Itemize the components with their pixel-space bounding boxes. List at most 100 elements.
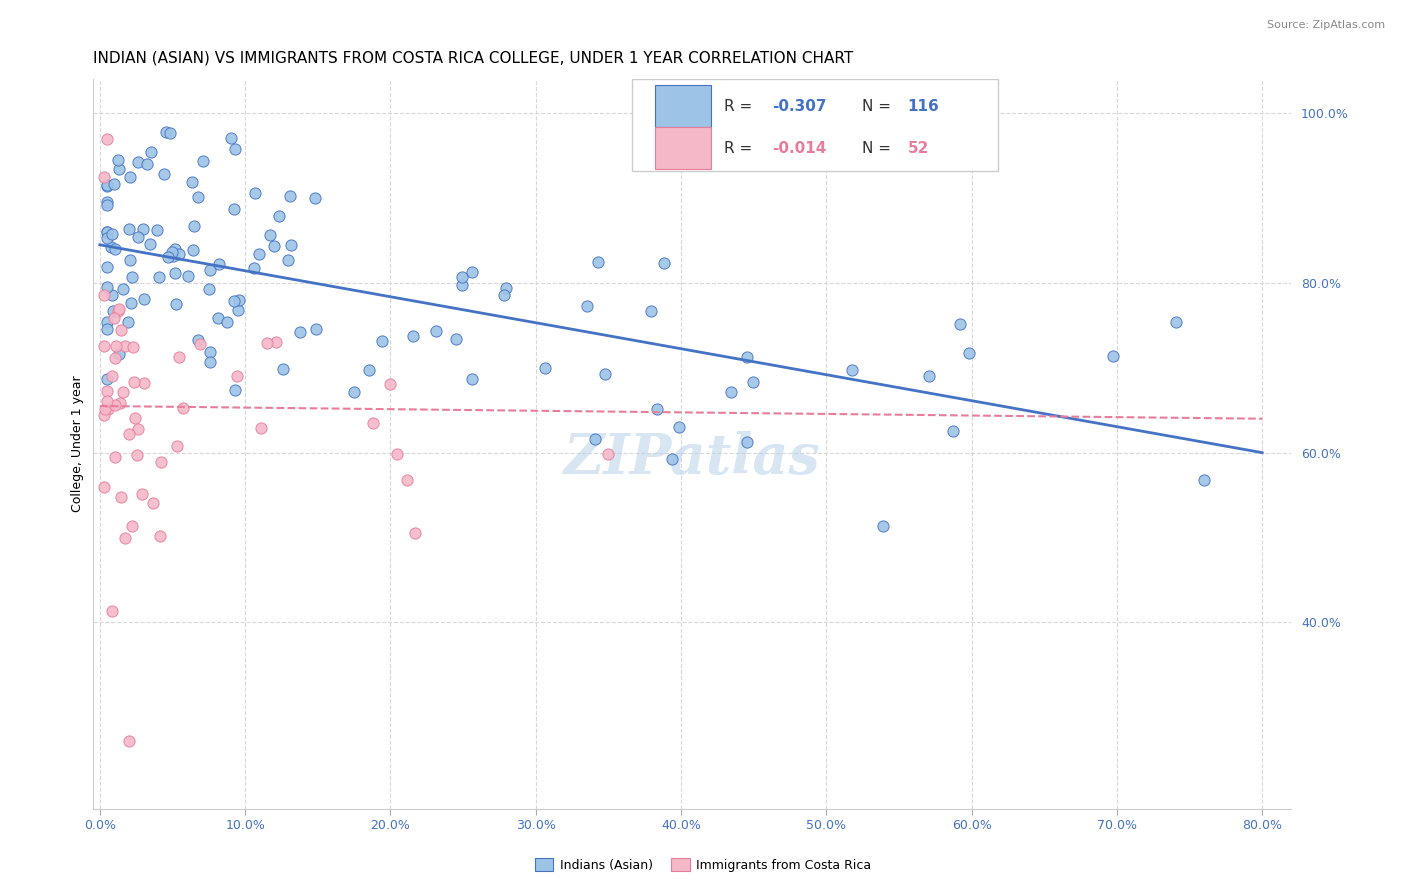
- Point: [200, 263, 222, 277]
- Point: [720, 385, 742, 400]
- Point: [598, 447, 620, 461]
- Point: [162, 249, 184, 263]
- Point: [165, 242, 187, 256]
- Text: R =: R =: [724, 99, 758, 113]
- Text: -0.307: -0.307: [772, 99, 827, 113]
- Text: -0.014: -0.014: [772, 141, 827, 155]
- Point: [108, 396, 131, 410]
- Point: [122, 375, 145, 389]
- Point: [461, 265, 484, 279]
- Point: [127, 422, 149, 436]
- Point: [492, 288, 515, 302]
- Point: [103, 311, 125, 326]
- Point: [132, 292, 155, 306]
- Y-axis label: College, Under 1 year: College, Under 1 year: [72, 376, 84, 513]
- Text: 52: 52: [908, 141, 929, 155]
- Point: [385, 446, 408, 460]
- Point: [226, 302, 249, 317]
- Point: [280, 237, 302, 252]
- Point: [100, 240, 122, 254]
- Text: Source: ZipAtlas.com: Source: ZipAtlas.com: [1267, 20, 1385, 29]
- Point: [668, 419, 690, 434]
- Point: [101, 368, 124, 383]
- Point: [280, 188, 302, 202]
- Point: [96, 394, 118, 409]
- Point: [217, 315, 239, 329]
- Point: [534, 361, 557, 376]
- Point: [107, 303, 129, 318]
- Point: [181, 175, 204, 189]
- Point: [188, 337, 211, 351]
- Point: [918, 369, 941, 384]
- Text: N =: N =: [862, 99, 896, 113]
- Point: [586, 255, 609, 269]
- Point: [191, 154, 214, 169]
- Point: [167, 247, 190, 261]
- Text: 116: 116: [908, 99, 939, 113]
- Point: [142, 495, 165, 509]
- Point: [395, 473, 418, 487]
- Point: [243, 186, 266, 200]
- Point: [127, 448, 149, 462]
- Point: [127, 155, 149, 169]
- Point: [404, 525, 426, 540]
- Point: [267, 209, 290, 223]
- Point: [155, 125, 177, 139]
- FancyBboxPatch shape: [631, 79, 997, 170]
- Point: [177, 269, 200, 284]
- Point: [112, 385, 135, 400]
- Point: [942, 424, 965, 438]
- Point: [872, 518, 894, 533]
- Point: [243, 260, 266, 275]
- Point: [207, 311, 229, 326]
- Point: [361, 416, 384, 430]
- Point: [149, 455, 172, 469]
- Point: [96, 225, 118, 239]
- Point: [96, 178, 118, 193]
- Point: [451, 270, 474, 285]
- Point: [371, 334, 394, 348]
- Point: [94, 402, 117, 417]
- Point: [841, 363, 863, 377]
- Point: [131, 487, 153, 501]
- Point: [495, 280, 517, 294]
- Point: [117, 314, 139, 328]
- Point: [103, 304, 125, 318]
- Point: [146, 223, 169, 237]
- Point: [108, 162, 131, 177]
- Point: [141, 145, 163, 159]
- FancyBboxPatch shape: [655, 86, 711, 127]
- Point: [735, 351, 758, 365]
- Point: [132, 221, 155, 235]
- Point: [110, 491, 132, 505]
- Point: [163, 266, 186, 280]
- Point: [96, 226, 118, 240]
- Point: [159, 126, 181, 140]
- Point: [103, 177, 125, 191]
- Point: [228, 293, 250, 308]
- Point: [290, 326, 312, 340]
- Point: [121, 341, 143, 355]
- Point: [444, 332, 467, 346]
- Point: [256, 335, 278, 350]
- Point: [96, 179, 118, 194]
- Point: [224, 383, 246, 397]
- Text: R =: R =: [724, 141, 758, 155]
- Point: [741, 376, 763, 390]
- Point: [108, 302, 131, 317]
- Text: N =: N =: [862, 141, 896, 155]
- Point: [583, 432, 606, 446]
- Point: [104, 242, 127, 256]
- Point: [105, 338, 128, 352]
- Point: [451, 277, 474, 292]
- Point: [153, 167, 176, 181]
- Point: [93, 480, 115, 494]
- Point: [104, 351, 127, 365]
- Point: [219, 130, 242, 145]
- Point: [735, 434, 758, 449]
- Point: [198, 355, 221, 369]
- Point: [96, 198, 118, 212]
- Point: [263, 239, 285, 253]
- Point: [160, 245, 183, 260]
- Point: [276, 252, 298, 267]
